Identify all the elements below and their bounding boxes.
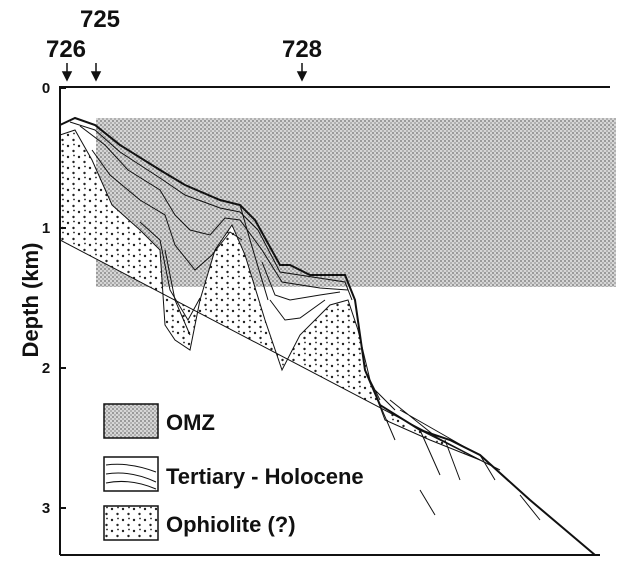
omz-zone [96,118,616,287]
legend-label: OMZ [166,410,215,435]
tick-label: 1 [42,220,50,237]
tick-label: 0 [42,80,50,97]
page: {"sites": ["726", "725", "728"], "axis":… [0,0,623,561]
site-label: 728 [282,36,322,63]
tick-label: 2 [42,360,50,377]
cross-section: 726 725 728 Depth (km) 0123 OMZ Tertiary [0,0,623,561]
legend-label: Ophiolite (?) [166,512,296,537]
tick-label: 3 [42,500,50,517]
site-label: 726 [46,36,86,63]
axis-label: Depth (km) [18,243,43,358]
site-arrows [63,63,306,80]
legend-swatch [104,506,158,540]
legend-label: Tertiary - Holocene [166,464,364,489]
site-label: 725 [80,6,120,33]
legend-swatch [104,404,158,438]
